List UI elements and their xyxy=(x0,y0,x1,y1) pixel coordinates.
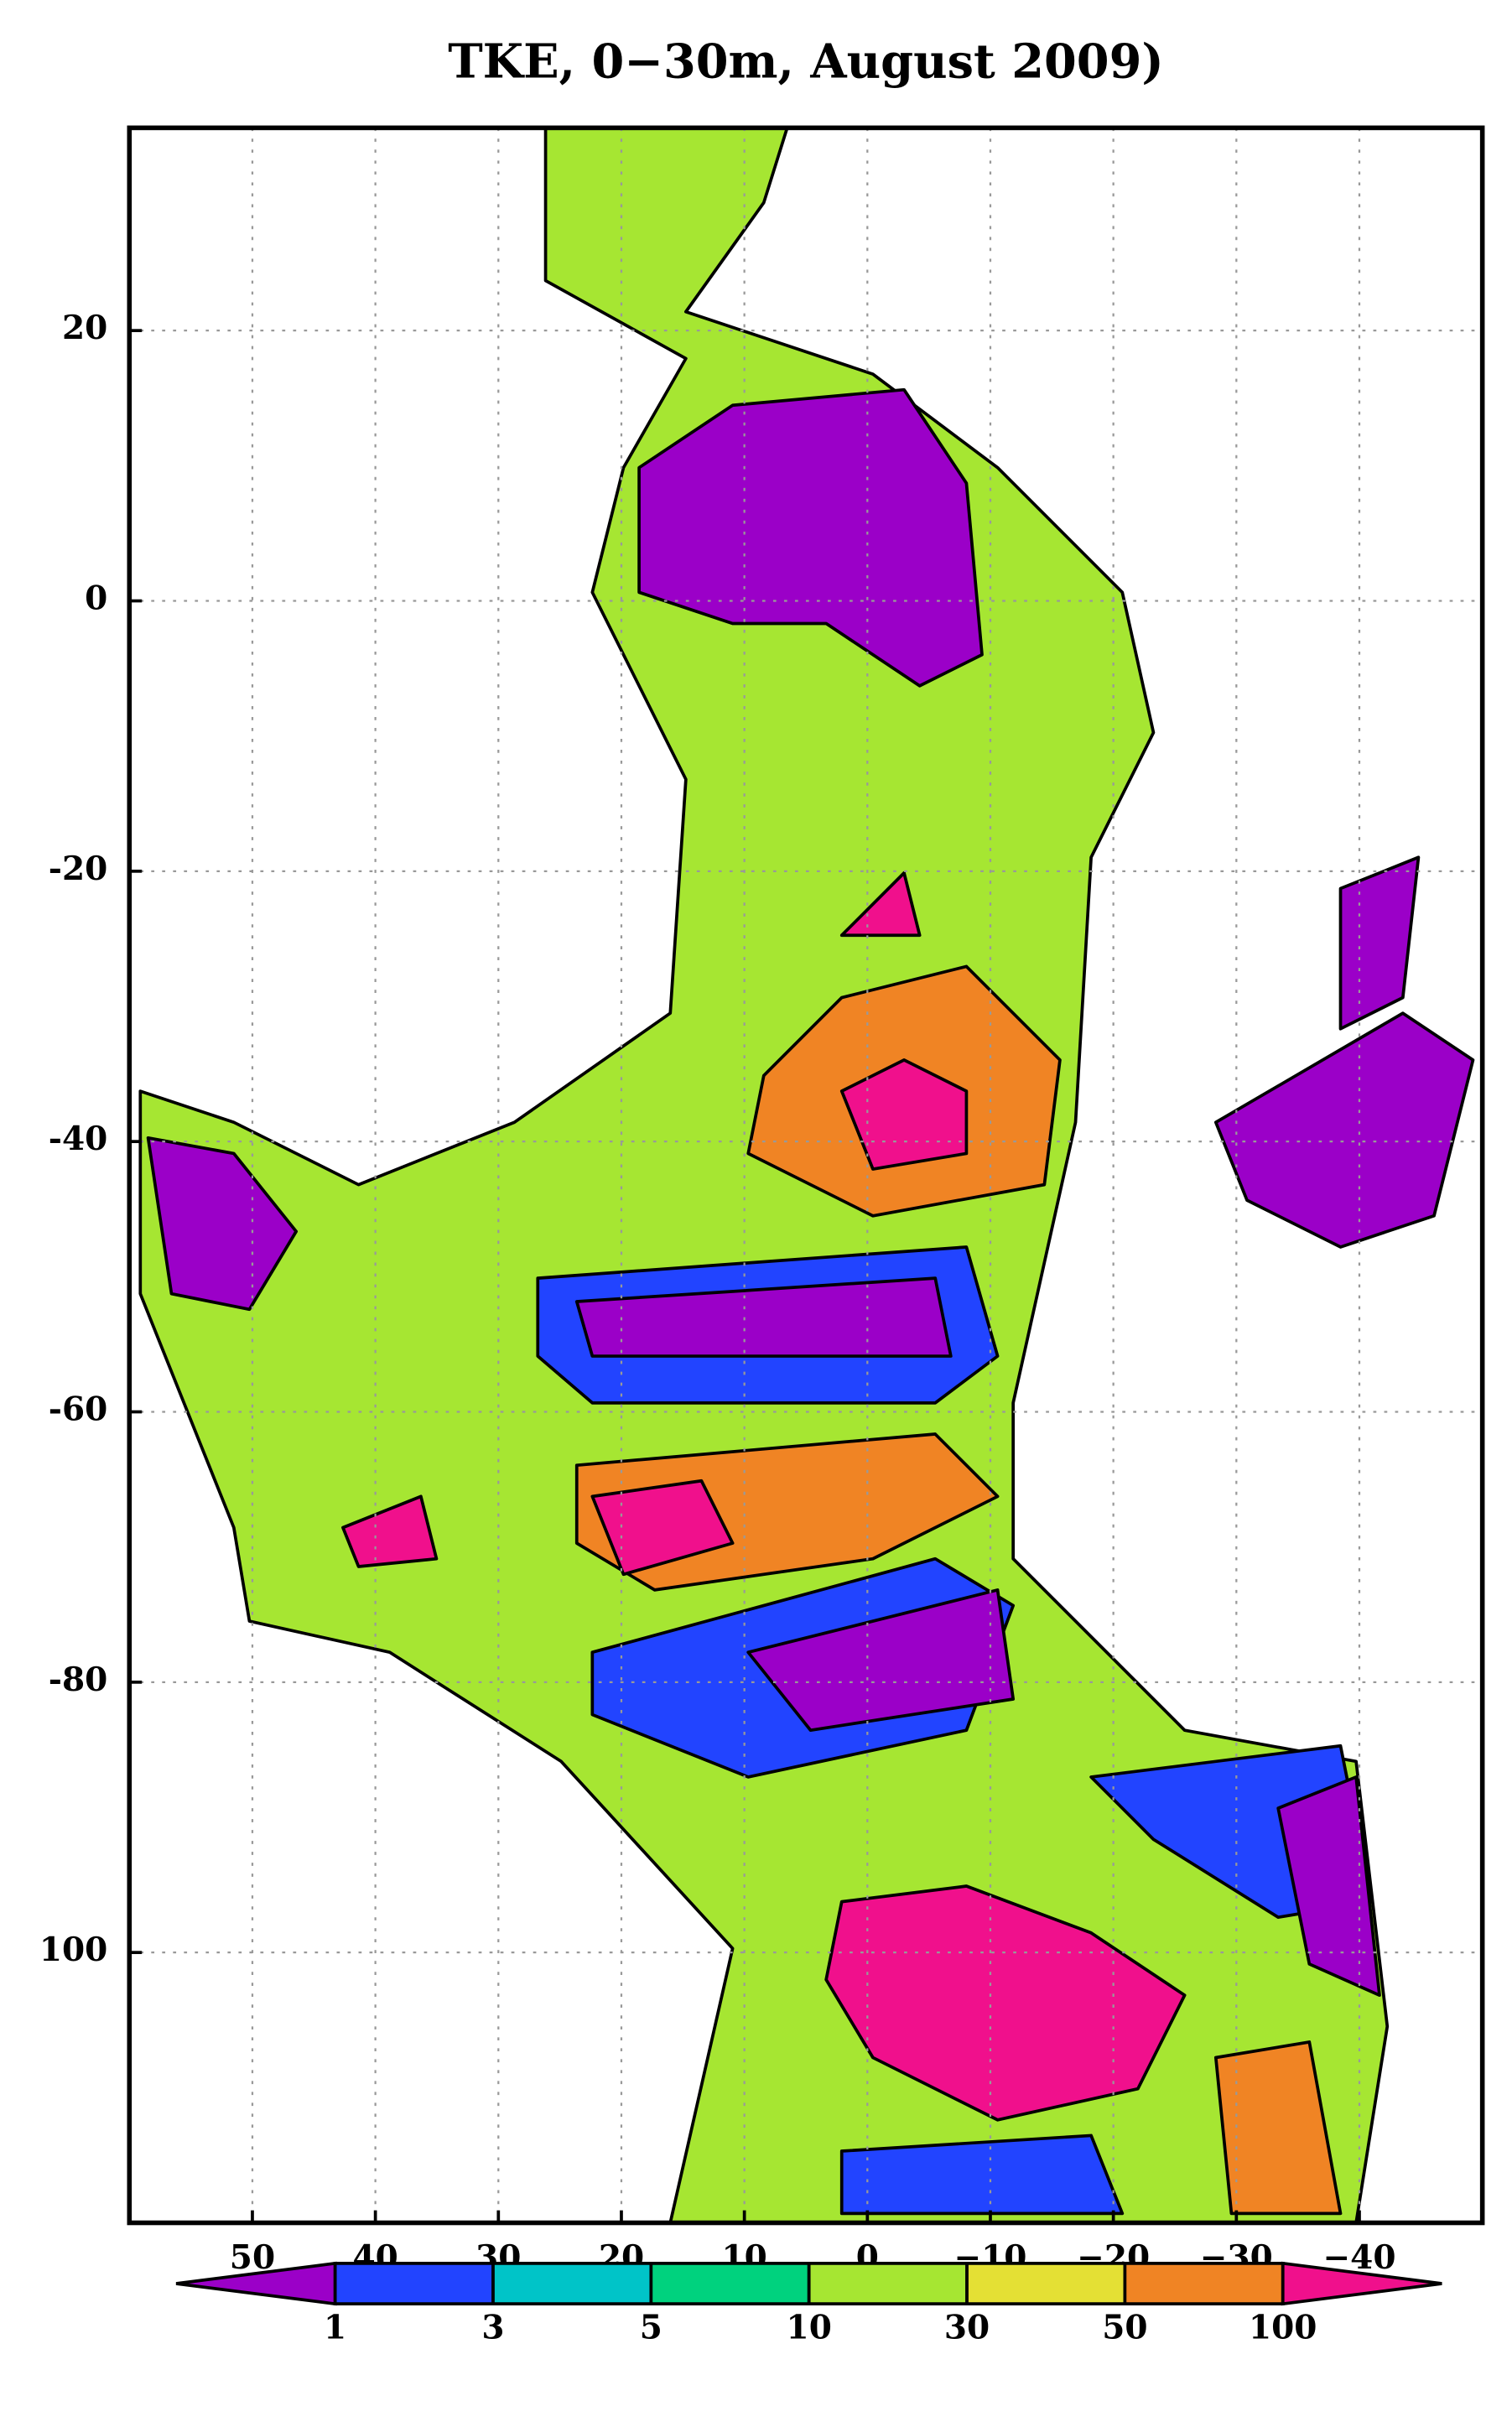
region-purple xyxy=(637,387,984,688)
y-tick-label: -40 xyxy=(49,1120,108,1158)
colorbar-label: 5 xyxy=(640,2309,662,2347)
region-purple xyxy=(1338,855,1421,1031)
region-purple xyxy=(146,1136,299,1312)
y-tick-label: 0 xyxy=(85,579,107,617)
colorbar-label: 30 xyxy=(944,2309,990,2347)
region-purple xyxy=(1276,1775,1381,1997)
y-tick-label: -20 xyxy=(49,850,108,888)
colorbar-segment xyxy=(1281,2261,1442,2306)
colorbar-label: 10 xyxy=(787,2309,832,2347)
region-pink xyxy=(839,871,922,938)
colorbar-label: 3 xyxy=(481,2309,504,2347)
colorbar-segment xyxy=(1123,2261,1285,2306)
region-pink xyxy=(590,1479,735,1577)
region-pink xyxy=(341,1494,439,1568)
region-pink xyxy=(824,1884,1187,2122)
colorbar-label: 1 xyxy=(324,2309,346,2347)
y-tick-label: 100 xyxy=(39,1931,107,1969)
y-tick-label: -80 xyxy=(49,1660,108,1699)
colorbar: 1 3 5 10 30 50 100 xyxy=(175,2261,1442,2347)
y-tick-label: 20 xyxy=(62,309,107,347)
grid-layer xyxy=(129,127,1483,2223)
region-purple xyxy=(746,1588,1016,1733)
title: TKE, 0−30m, August 2009) xyxy=(448,35,1164,90)
colorbar-label: 100 xyxy=(1249,2309,1317,2347)
colorbar-segment xyxy=(965,2261,1127,2306)
region-purple xyxy=(574,1276,953,1358)
colorbar-segment xyxy=(491,2261,653,2306)
region-purple xyxy=(1213,1011,1475,1249)
y-tick-label: -60 xyxy=(49,1390,108,1429)
colorbar-segment xyxy=(807,2261,969,2306)
region-blue xyxy=(839,2133,1125,2216)
ocean-region xyxy=(138,126,1390,2225)
region-orange xyxy=(1213,2040,1343,2216)
colorbar-segment xyxy=(333,2261,495,2306)
contour-field xyxy=(138,126,1475,2225)
colorbar-label: 50 xyxy=(1102,2309,1147,2347)
colorbar-segment xyxy=(649,2261,811,2306)
plot-frame xyxy=(127,125,1485,2226)
